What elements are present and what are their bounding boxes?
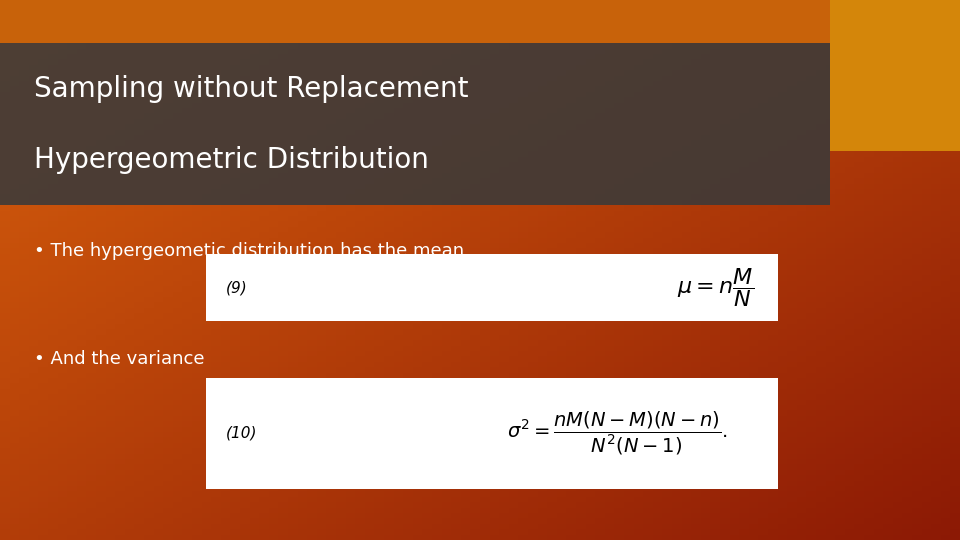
Text: (10): (10) — [226, 426, 257, 441]
FancyBboxPatch shape — [206, 378, 778, 489]
Text: $\sigma^2 = \dfrac{nM(N-M)(N-n)}{N^2(N-1)}.$: $\sigma^2 = \dfrac{nM(N-M)(N-n)}{N^2(N-1… — [507, 409, 728, 457]
FancyBboxPatch shape — [0, 43, 830, 205]
Text: Sampling without Replacement: Sampling without Replacement — [34, 75, 468, 103]
Text: (9): (9) — [226, 280, 248, 295]
Text: Hypergeometric Distribution: Hypergeometric Distribution — [34, 146, 428, 174]
Text: $\mu = n\dfrac{M}{N}$: $\mu = n\dfrac{M}{N}$ — [677, 266, 754, 309]
FancyBboxPatch shape — [0, 0, 960, 43]
Text: • The hypergeometic distribution has the mean: • The hypergeometic distribution has the… — [34, 242, 464, 260]
FancyBboxPatch shape — [206, 254, 778, 321]
FancyBboxPatch shape — [830, 0, 960, 151]
Text: • And the variance: • And the variance — [34, 350, 204, 368]
